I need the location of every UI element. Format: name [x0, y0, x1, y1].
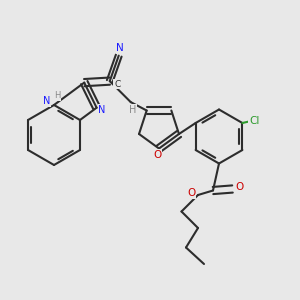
Text: N: N: [98, 105, 106, 115]
Text: O: O: [153, 150, 162, 160]
Text: N: N: [43, 96, 50, 106]
Text: C: C: [114, 80, 120, 88]
Text: H: H: [54, 91, 61, 100]
Text: O: O: [187, 188, 196, 199]
Text: H: H: [129, 105, 136, 115]
Text: Cl: Cl: [249, 116, 260, 126]
Text: O: O: [235, 182, 243, 193]
Text: N: N: [116, 43, 124, 53]
